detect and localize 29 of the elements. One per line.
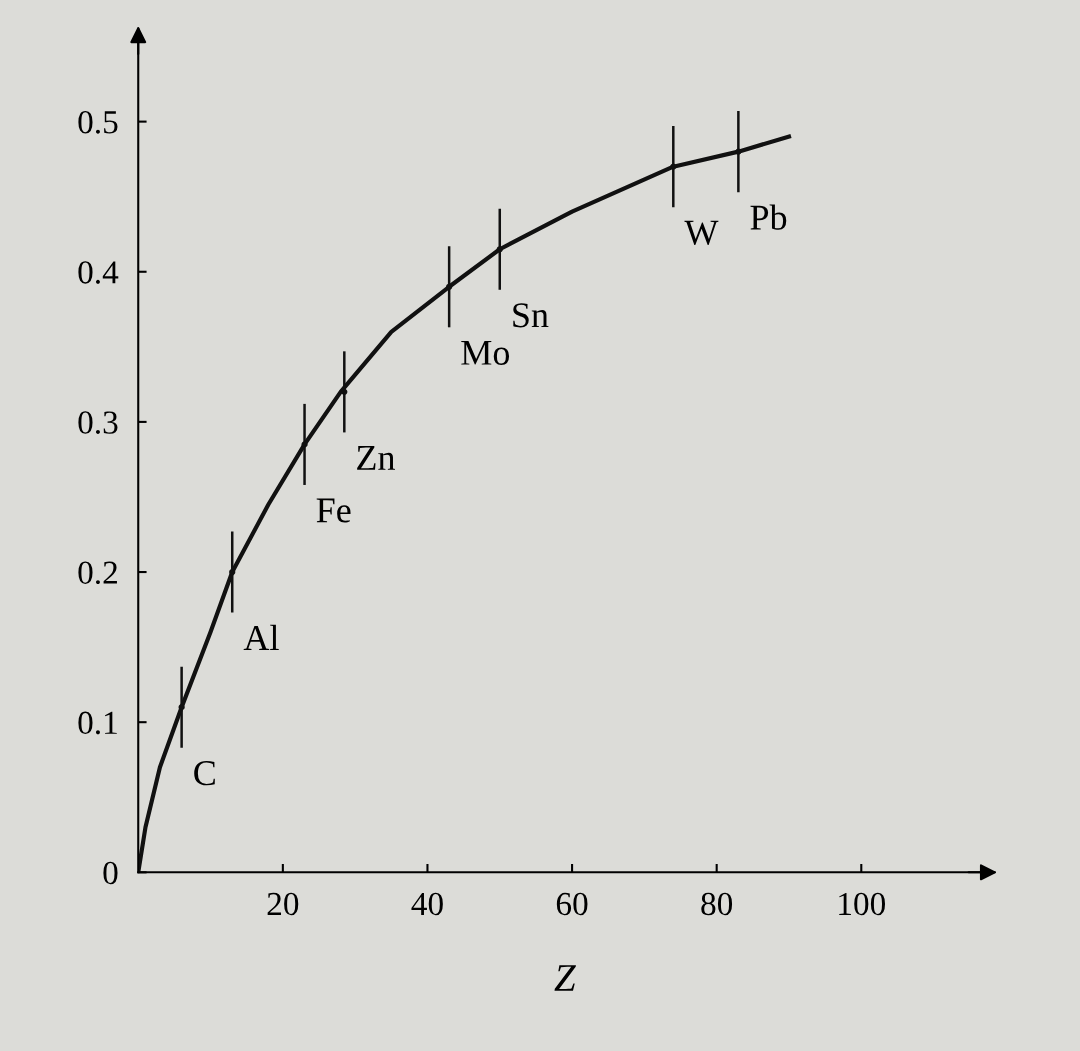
point	[301, 441, 308, 448]
annotation: C	[194, 761, 215, 786]
annotation: Zn	[357, 446, 395, 470]
annotation: Mo	[461, 340, 510, 365]
y-tick-label: 0.4	[78, 261, 119, 284]
y-tick-label: 0	[103, 861, 118, 885]
annotation: Fe	[316, 498, 351, 523]
point	[670, 163, 677, 170]
point	[496, 246, 503, 253]
x-tick-label: 100	[839, 892, 886, 916]
x-axis-title: Z	[554, 965, 576, 991]
point	[341, 388, 348, 395]
annotation: W	[684, 220, 719, 246]
x-tick-label: 20	[267, 892, 299, 916]
x-tick-label: 40	[411, 892, 443, 916]
y-tick-label: 0.1	[78, 711, 117, 735]
point	[446, 283, 453, 290]
x-tick-label: 60	[556, 892, 588, 916]
y-tick-label: 0.3	[78, 411, 118, 434]
x-tick-label: 80	[701, 892, 733, 916]
y-tick-label: 0.5	[78, 111, 118, 134]
point	[229, 568, 236, 576]
annotation: Al	[243, 624, 279, 650]
annotation: Pb	[750, 204, 787, 230]
line-series	[138, 134, 792, 873]
annotation: Sn	[513, 303, 549, 328]
point	[735, 148, 742, 155]
y-tick-label: 0.2	[78, 561, 117, 585]
point	[178, 704, 185, 711]
